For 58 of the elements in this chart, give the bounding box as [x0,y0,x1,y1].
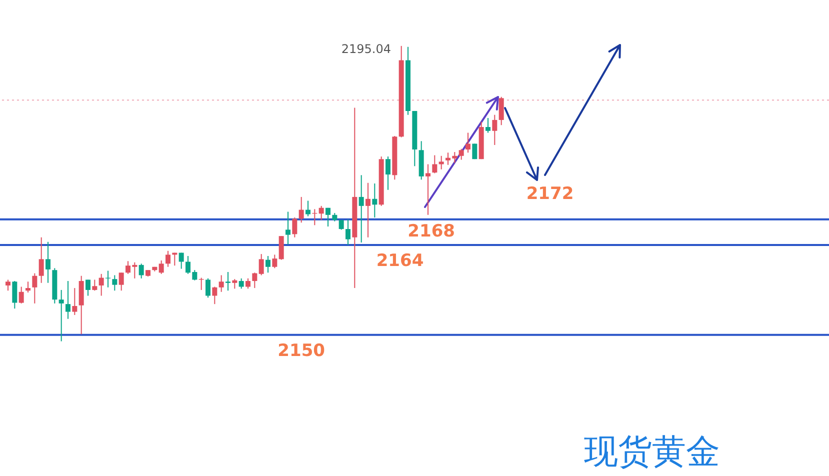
candlestick [258,254,264,276]
candlestick [46,241,50,284]
ref-line-label: 2164 [376,251,424,272]
candlestick [26,281,30,294]
candlestick [292,216,298,238]
candlestick [472,143,478,160]
candlestick [358,174,364,243]
candlestick [212,286,218,305]
candlestick [86,279,90,296]
candlestick [18,286,24,304]
candlestick [278,236,284,260]
candlestick [38,236,44,284]
candlestick [66,280,70,320]
ref-line-label: 2168 [408,221,455,242]
candlestick [498,96,504,126]
ref-line-label: 2150 [278,340,326,361]
text: 2172 [526,184,574,204]
candlestick [338,220,344,230]
candlestick [32,272,38,304]
candlestick [72,288,78,316]
candlestick [206,278,210,298]
candlestick [318,205,324,221]
candlestick [238,278,244,290]
candlestick [178,252,184,270]
candlestick [326,207,330,227]
candlestick [458,148,464,160]
candlestick [98,273,104,296]
candlestick [226,272,230,292]
candlestick [158,260,164,274]
candlestick [286,211,290,245]
candlestick [306,200,310,217]
candlestick [366,182,370,238]
candlestick [138,263,144,279]
candlestick [386,156,390,190]
candlestick [432,154,438,174]
candlestick [58,289,64,342]
candlestick [426,164,430,216]
candlestick [12,280,18,310]
candlestick [438,155,444,170]
candlestick [118,272,124,292]
candlestick [466,132,470,154]
candlestick [492,114,498,146]
annotation: 2195.04 [341,42,391,56]
candlestick [6,279,10,292]
candlestick [266,255,270,274]
candlestick [486,118,490,134]
candlestick [298,196,304,224]
candlestick [246,278,250,290]
candlestick [232,278,238,290]
candlestick [372,182,378,218]
candlestick [166,250,170,268]
candlestick [272,254,278,269]
text: 现货黄金 [584,432,720,472]
candlestick [218,274,224,292]
candlestick [346,218,350,246]
candlestick [92,279,98,292]
candlestick [112,274,118,292]
candlestick [252,272,258,289]
